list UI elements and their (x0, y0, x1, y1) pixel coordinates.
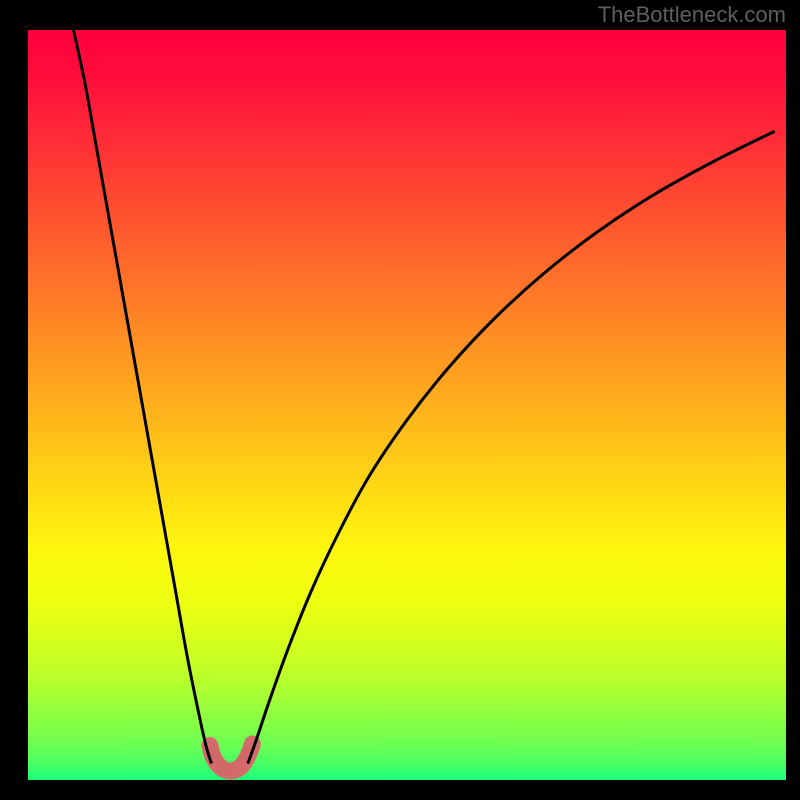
watermark-text: TheBottleneck.com (598, 2, 786, 28)
plot-area (28, 30, 786, 780)
chart-container: TheBottleneck.com (0, 0, 800, 800)
